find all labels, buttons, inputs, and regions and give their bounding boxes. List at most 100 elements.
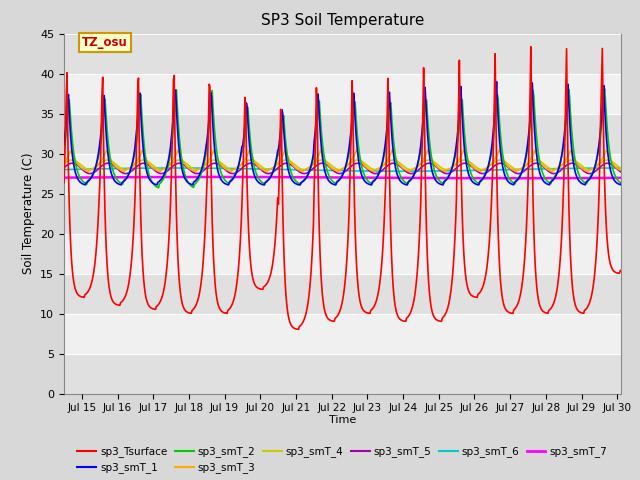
sp3_smT_1 bbox=[296, 182, 304, 188]
Title: SP3 Soil Temperature: SP3 Soil Temperature bbox=[260, 13, 424, 28]
sp3_smT_3 bbox=[127, 164, 135, 170]
Bar bbox=[64, 193, 621, 234]
sp3_smT_1 bbox=[232, 170, 240, 176]
sp3_smT_3 bbox=[442, 168, 450, 173]
sp3_Tsurface bbox=[282, 291, 290, 297]
sp3_smT_6 bbox=[260, 166, 268, 172]
sp3_smT_6 bbox=[631, 165, 639, 171]
sp3_Tsurface bbox=[260, 284, 268, 289]
Bar bbox=[64, 234, 621, 274]
sp3_smT_3 bbox=[282, 149, 290, 155]
sp3_Tsurface bbox=[631, 158, 639, 164]
sp3_smT_6 bbox=[442, 168, 449, 174]
Bar bbox=[64, 274, 621, 313]
sp3_Tsurface bbox=[527, 44, 534, 49]
sp3_smT_2 bbox=[283, 147, 291, 153]
sp3_smT_4 bbox=[260, 166, 268, 171]
sp3_Tsurface bbox=[60, 180, 68, 186]
sp3_smT_5 bbox=[86, 171, 94, 177]
sp3_smT_6 bbox=[282, 167, 290, 172]
sp3_smT_6 bbox=[232, 166, 240, 171]
sp3_smT_4 bbox=[389, 157, 397, 163]
sp3_smT_2 bbox=[601, 86, 609, 92]
sp3_smT_6 bbox=[618, 165, 625, 171]
Line: sp3_smT_7: sp3_smT_7 bbox=[64, 177, 635, 178]
sp3_smT_1 bbox=[60, 141, 68, 147]
Bar bbox=[64, 73, 621, 114]
sp3_smT_2 bbox=[155, 185, 163, 191]
sp3_smT_2 bbox=[631, 142, 639, 148]
sp3_smT_7 bbox=[60, 175, 68, 180]
sp3_Tsurface bbox=[294, 326, 302, 332]
Line: sp3_smT_5: sp3_smT_5 bbox=[64, 163, 635, 174]
sp3_smT_1 bbox=[493, 79, 500, 84]
sp3_smT_7 bbox=[209, 174, 217, 180]
sp3_smT_6 bbox=[410, 168, 417, 174]
sp3_smT_2 bbox=[60, 147, 68, 153]
sp3_smT_5 bbox=[631, 165, 639, 170]
sp3_smT_4 bbox=[232, 166, 240, 171]
sp3_smT_4 bbox=[410, 166, 418, 172]
sp3_smT_2 bbox=[127, 166, 135, 171]
sp3_smT_1 bbox=[282, 152, 290, 158]
sp3_Tsurface bbox=[127, 264, 135, 269]
sp3_smT_6 bbox=[127, 166, 135, 171]
Line: sp3_smT_3: sp3_smT_3 bbox=[64, 150, 635, 172]
Bar bbox=[64, 354, 621, 394]
sp3_smT_5 bbox=[234, 169, 241, 175]
sp3_Tsurface bbox=[442, 312, 449, 317]
Line: sp3_smT_1: sp3_smT_1 bbox=[64, 82, 635, 185]
sp3_smT_3 bbox=[388, 147, 396, 153]
sp3_smT_2 bbox=[410, 173, 417, 179]
Bar bbox=[64, 154, 621, 193]
sp3_smT_7 bbox=[233, 174, 241, 180]
sp3_smT_5 bbox=[442, 170, 450, 176]
sp3_smT_7 bbox=[506, 175, 514, 181]
sp3_smT_3 bbox=[410, 166, 418, 171]
Line: sp3_smT_2: sp3_smT_2 bbox=[64, 89, 635, 188]
sp3_smT_3 bbox=[232, 166, 240, 171]
sp3_smT_4 bbox=[127, 165, 135, 170]
Bar bbox=[64, 313, 621, 354]
sp3_smT_5 bbox=[60, 165, 68, 170]
sp3_smT_1 bbox=[631, 138, 639, 144]
sp3_smT_3 bbox=[260, 168, 268, 173]
Legend: sp3_Tsurface, sp3_smT_1, sp3_smT_2, sp3_smT_3, sp3_smT_4, sp3_smT_5, sp3_smT_6, : sp3_Tsurface, sp3_smT_1, sp3_smT_2, sp3_… bbox=[73, 442, 612, 478]
sp3_Tsurface bbox=[410, 301, 417, 307]
sp3_smT_1 bbox=[442, 178, 449, 184]
sp3_smT_3 bbox=[631, 160, 639, 166]
Line: sp3_smT_4: sp3_smT_4 bbox=[64, 160, 635, 169]
sp3_smT_2 bbox=[261, 181, 269, 187]
sp3_smT_4 bbox=[282, 157, 290, 163]
sp3_smT_3 bbox=[371, 169, 378, 175]
Text: TZ_osu: TZ_osu bbox=[82, 36, 127, 48]
sp3_smT_5 bbox=[129, 168, 136, 173]
sp3_smT_5 bbox=[68, 160, 76, 166]
sp3_smT_1 bbox=[260, 182, 268, 188]
Line: sp3_smT_6: sp3_smT_6 bbox=[64, 168, 635, 171]
sp3_Tsurface bbox=[232, 287, 240, 292]
sp3_smT_2 bbox=[442, 177, 449, 183]
sp3_smT_4 bbox=[371, 167, 379, 172]
sp3_smT_5 bbox=[284, 160, 291, 166]
X-axis label: Time: Time bbox=[329, 415, 356, 425]
sp3_smT_6 bbox=[60, 167, 68, 172]
sp3_smT_1 bbox=[127, 165, 135, 171]
sp3_smT_7 bbox=[442, 175, 449, 181]
Bar bbox=[64, 114, 621, 154]
sp3_smT_7 bbox=[127, 174, 135, 180]
sp3_smT_1 bbox=[410, 174, 417, 180]
Bar bbox=[64, 34, 621, 73]
sp3_smT_2 bbox=[233, 168, 241, 174]
Line: sp3_Tsurface: sp3_Tsurface bbox=[64, 47, 635, 329]
sp3_smT_6 bbox=[394, 168, 402, 174]
sp3_smT_7 bbox=[283, 174, 291, 180]
sp3_smT_3 bbox=[60, 160, 68, 166]
sp3_smT_7 bbox=[631, 175, 639, 180]
sp3_smT_7 bbox=[261, 174, 269, 180]
sp3_smT_7 bbox=[410, 175, 417, 181]
sp3_smT_5 bbox=[262, 170, 269, 176]
sp3_smT_5 bbox=[410, 170, 418, 176]
sp3_smT_4 bbox=[631, 161, 639, 167]
sp3_smT_4 bbox=[442, 167, 450, 172]
